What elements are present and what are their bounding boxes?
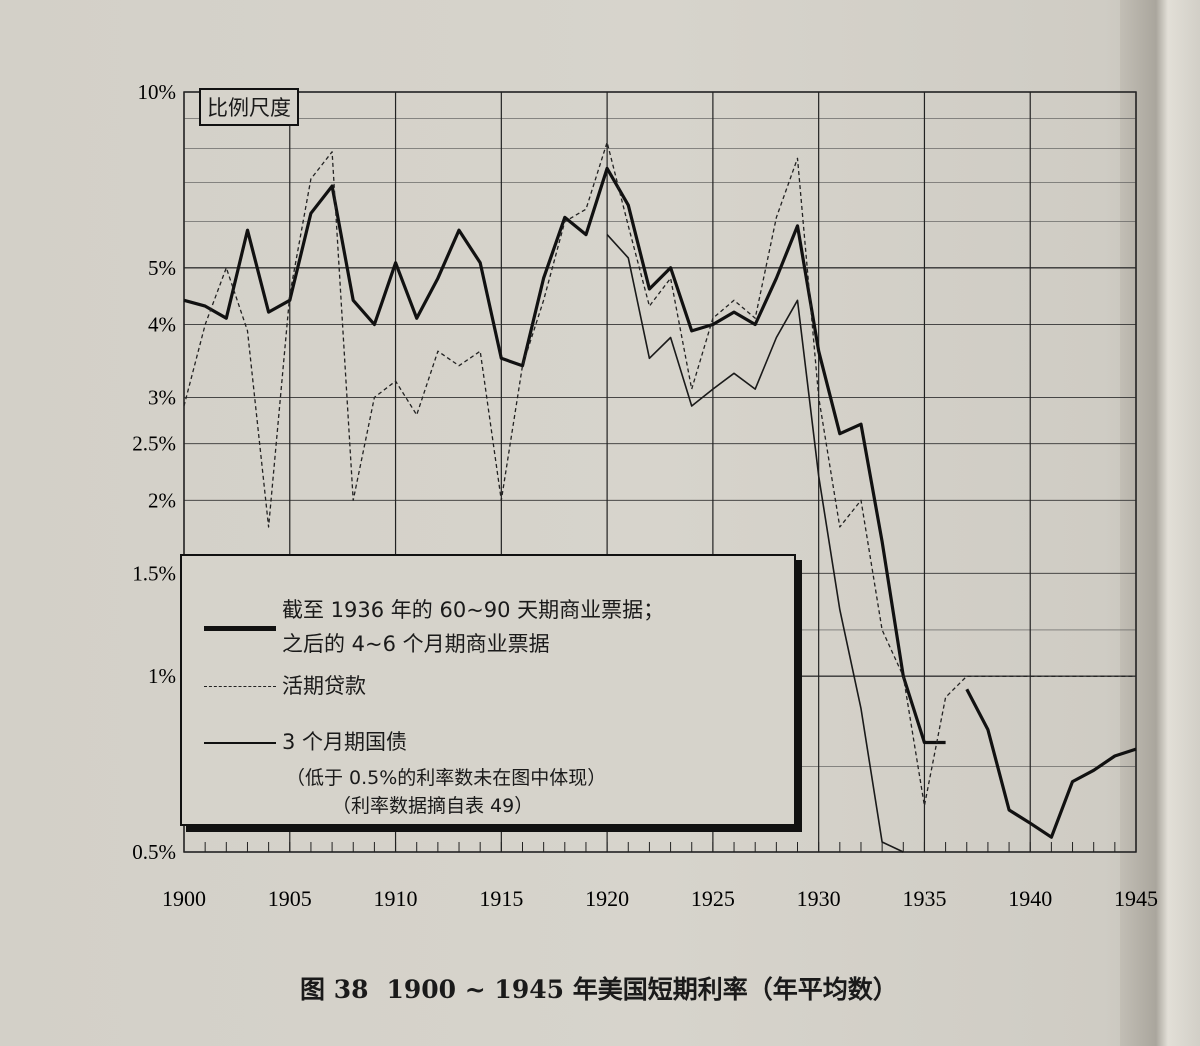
y-tick-label: 2% bbox=[148, 488, 176, 512]
x-tick-label: 1910 bbox=[374, 886, 418, 911]
figure-title: 1900 ~ 1945 年美国短期利率（年平均数） bbox=[386, 975, 898, 1004]
x-tick-label: 1945 bbox=[1114, 886, 1158, 911]
x-tick-label: 1905 bbox=[268, 886, 312, 911]
y-tick-label: 4% bbox=[148, 312, 176, 336]
legend-swatch-thick bbox=[204, 626, 276, 631]
figure-number: 图 38 bbox=[300, 975, 369, 1004]
book-spine bbox=[1120, 0, 1200, 1046]
legend-text-commercial-paper-2: 之后的 4~6 个月期商业票据 bbox=[282, 632, 550, 656]
chart-series bbox=[183, 141, 1137, 853]
legend-swatch-dashed bbox=[204, 686, 276, 687]
legend-text-call-loans: 活期贷款 bbox=[282, 674, 366, 698]
x-tick-label: 1900 bbox=[162, 886, 206, 911]
figure-caption: 图 38 1900 ~ 1945 年美国短期利率（年平均数） bbox=[300, 970, 1020, 1006]
series-line-dashed bbox=[183, 141, 1136, 807]
legend-swatch-thin bbox=[204, 742, 276, 744]
y-tick-label: 3% bbox=[148, 385, 176, 409]
legend-text-commercial-paper-1: 截至 1936 年的 60~90 天期商业票据； bbox=[282, 598, 665, 622]
x-tick-label: 1930 bbox=[797, 886, 841, 911]
legend-note-below-half: （低于 0.5%的利率数未在图中体现） bbox=[286, 767, 607, 789]
legend-note-source: （利率数据摘自表 49） bbox=[332, 795, 534, 817]
chart-tick-labels: 10% 5% 4% 3% 2.5% 2% 1.5% 1% 0.5% 1900 1905 1910 191… bbox=[132, 80, 1158, 911]
y-tick-label: 1% bbox=[148, 664, 176, 688]
chart-legend: 截至 1936 年的 60~90 天期商业票据； 之后的 4~6 个月期商业票据… bbox=[180, 554, 796, 826]
x-tick-label: 1925 bbox=[691, 886, 735, 911]
y-tick-label: 10% bbox=[138, 80, 177, 104]
x-tick-label: 1920 bbox=[585, 886, 629, 911]
series-line-thin bbox=[606, 234, 904, 853]
legend-text-treasury: 3 个月期国债 bbox=[282, 730, 408, 754]
x-tick-label: 1935 bbox=[902, 886, 946, 911]
series-line-thick bbox=[965, 688, 1137, 839]
series-line-thick bbox=[183, 166, 946, 745]
y-tick-label: 5% bbox=[148, 256, 176, 280]
y-tick-label: 1.5% bbox=[132, 561, 176, 585]
y-tick-label: 0.5% bbox=[132, 840, 176, 864]
x-tick-label: 1915 bbox=[479, 886, 523, 911]
scale-label: 比例尺度 bbox=[199, 88, 299, 126]
x-tick-label: 1940 bbox=[1008, 886, 1052, 911]
y-tick-label: 2.5% bbox=[132, 432, 176, 456]
